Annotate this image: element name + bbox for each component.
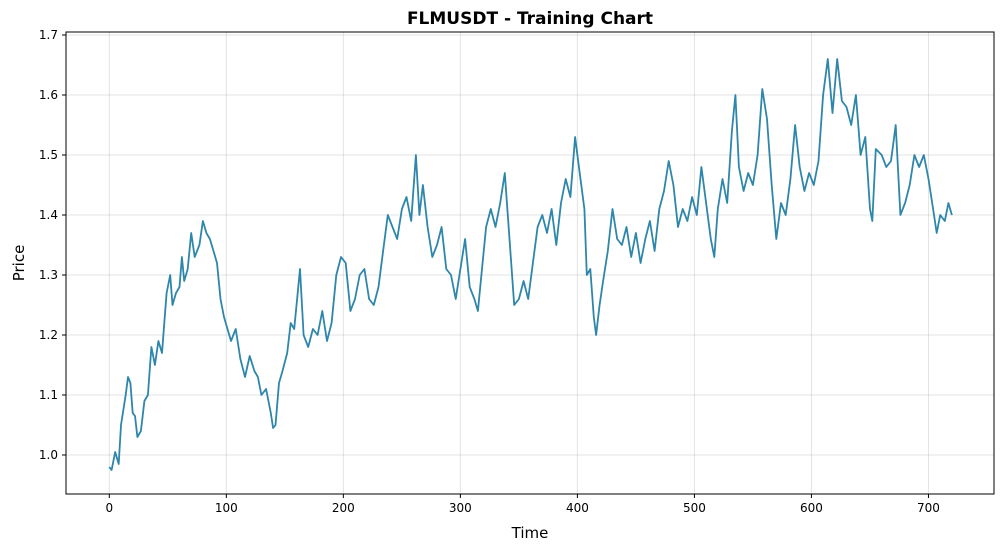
x-tick-label: 0	[105, 501, 113, 515]
x-tick-label: 100	[215, 501, 238, 515]
x-tick-label: 700	[917, 501, 940, 515]
x-tick-label: 500	[683, 501, 706, 515]
chart-title: FLMUSDT - Training Chart	[407, 9, 653, 29]
y-tick-label: 1.2	[39, 328, 58, 342]
plot-frame	[65, 31, 995, 495]
y-tick-label: 1.3	[39, 268, 58, 282]
price-series-line	[108, 58, 953, 471]
y-tick-label: 1.6	[39, 88, 58, 102]
y-tick-label: 1.1	[39, 388, 58, 402]
y-tick-label: 1.5	[39, 148, 58, 162]
x-tick-label: 200	[332, 501, 355, 515]
x-axis-title: Time	[511, 524, 549, 542]
x-tick-label: 400	[566, 501, 589, 515]
y-axis-title: Price	[10, 245, 28, 282]
x-tick-label: 600	[800, 501, 823, 515]
y-tick-label: 1.7	[39, 28, 58, 42]
y-tick-label: 1.4	[39, 208, 58, 222]
x-tick-label: 300	[449, 501, 472, 515]
y-tick-label: 1.0	[39, 448, 58, 462]
